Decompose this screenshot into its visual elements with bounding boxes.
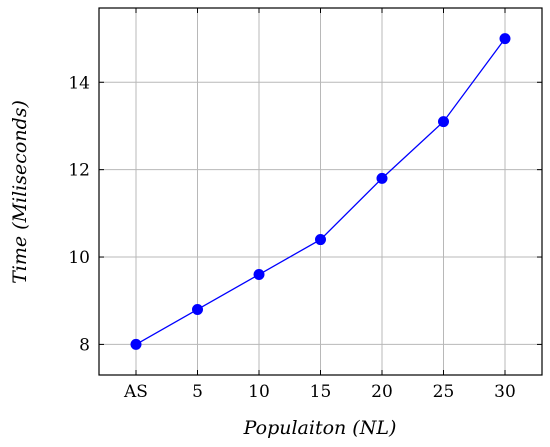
x-tick-label: 5 bbox=[192, 382, 203, 402]
data-point bbox=[499, 33, 511, 45]
x-tick-label: AS bbox=[123, 382, 148, 402]
y-tick-label: 12 bbox=[68, 161, 90, 181]
y-tick-label: 8 bbox=[79, 335, 90, 355]
x-tick-label: 15 bbox=[310, 382, 332, 402]
series-layer bbox=[130, 33, 511, 350]
x-tick-label: 25 bbox=[433, 382, 455, 402]
axis-ticks bbox=[99, 8, 542, 375]
plot-frame bbox=[98, 7, 543, 376]
x-tick-label: 20 bbox=[371, 382, 393, 402]
data-point bbox=[253, 269, 265, 281]
data-point bbox=[315, 234, 326, 246]
y-tick-label: 10 bbox=[68, 248, 90, 268]
x-axis-label: Populaiton (NL) bbox=[243, 417, 397, 439]
data-point bbox=[130, 338, 142, 350]
y-tick-label: 14 bbox=[68, 73, 90, 93]
x-tick-label: 30 bbox=[494, 382, 516, 402]
x-tick-label: 10 bbox=[248, 382, 270, 402]
data-point bbox=[192, 303, 203, 315]
y-axis-label: Time (Miliseconds) bbox=[9, 100, 31, 284]
grid-lines bbox=[99, 8, 542, 375]
y-tick-labels: 8 10 12 14 bbox=[68, 73, 90, 355]
x-tick-labels: AS 5 10 15 20 25 30 bbox=[123, 382, 516, 402]
data-point bbox=[376, 172, 388, 184]
data-point bbox=[438, 116, 449, 128]
